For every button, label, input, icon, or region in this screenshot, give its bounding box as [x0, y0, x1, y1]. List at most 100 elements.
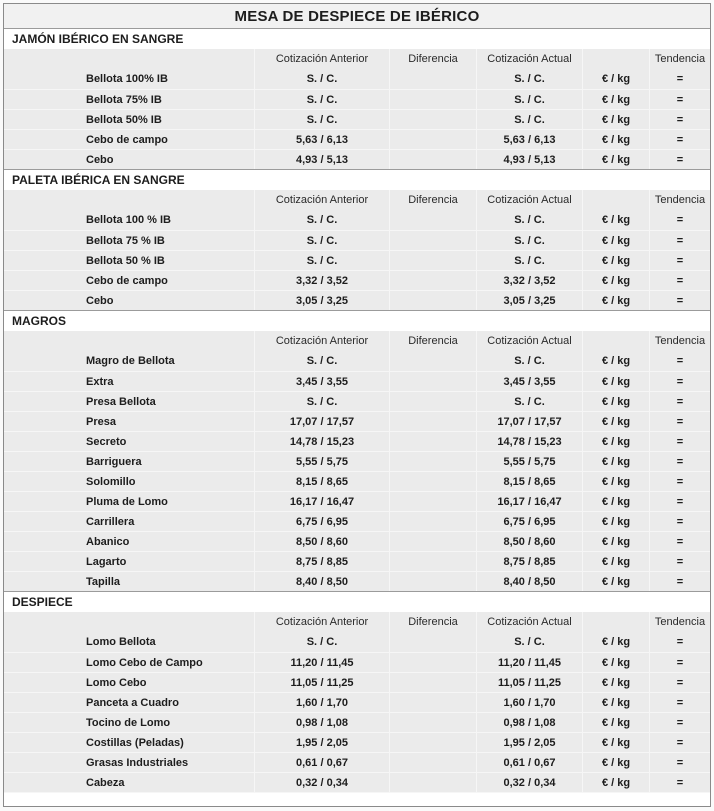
despiece-table: MESA DE DESPIECE DE IBÉRICO JAMÓN IBÉRIC…: [3, 3, 711, 807]
table-row: Tocino de Lomo 0,98 / 1,08 0,98 / 1,08 € / …: [4, 712, 710, 732]
section-header: DESPIECE: [4, 591, 710, 612]
table-row: Lomo Cebo 11,05 / 11,25 11,05 / 11,25 € / k…: [4, 672, 710, 692]
product-name: Bellota 75% IB: [86, 93, 162, 106]
cotizacion-actual-value: 6,75 / 6,95: [476, 512, 582, 531]
diferencia-value: [389, 110, 476, 129]
diferencia-value: [389, 733, 476, 752]
unit-label: € / kg: [582, 512, 649, 531]
cotizacion-anterior-value: 11,05 / 11,25: [254, 673, 389, 692]
cotizacion-actual-value: S. / C.: [476, 351, 582, 371]
cotizacion-actual-value: 4,93 / 5,13: [476, 150, 582, 169]
tendencia-value: =: [649, 713, 710, 732]
product-name: Secreto: [86, 435, 127, 448]
diferencia-value: [389, 372, 476, 391]
cotizacion-actual-value: S. / C.: [476, 90, 582, 109]
tendencia-value: =: [649, 452, 710, 471]
col-header-actual: Cotización Actual: [476, 190, 582, 210]
cotizacion-anterior-value: 0,61 / 0,67: [254, 753, 389, 772]
tendencia-value: =: [649, 110, 710, 129]
unit-label: € / kg: [582, 552, 649, 571]
tendencia-value: =: [649, 231, 710, 250]
unit-label: € / kg: [582, 733, 649, 752]
cotizacion-actual-value: 8,40 / 8,50: [476, 572, 582, 591]
unit-label: € / kg: [582, 291, 649, 310]
product-name: Abanico: [86, 535, 130, 548]
diferencia-value: [389, 452, 476, 471]
col-header-diferencia: Diferencia: [389, 49, 476, 69]
product-name: Panceta a Cuadro: [86, 696, 179, 709]
tendencia-value: =: [649, 90, 710, 109]
diferencia-value: [389, 512, 476, 531]
title-row: MESA DE DESPIECE DE IBÉRICO: [4, 4, 710, 28]
table-row: Cebo de campo 3,32 / 3,52 3,32 / 3,52 € / k…: [4, 270, 710, 290]
section-title: PALETA IBÉRICA EN SANGRE: [12, 173, 185, 187]
table-row: Presa 17,07 / 17,57 17,07 / 17,57 € / kg =: [4, 411, 710, 431]
product-name: Costillas (Peladas): [86, 736, 184, 749]
diferencia-value: [389, 130, 476, 149]
unit-label: € / kg: [582, 693, 649, 712]
table-row: Barriguera 5,55 / 5,75 5,55 / 5,75 € / kg =: [4, 451, 710, 471]
col-header-diferencia: Diferencia: [389, 612, 476, 632]
table-row: Pluma de Lomo 16,17 / 16,47 16,17 / 16,47 €…: [4, 491, 710, 511]
unit-label: € / kg: [582, 572, 649, 591]
col-header-unit: [582, 331, 649, 351]
col-header-unit: [582, 190, 649, 210]
cotizacion-anterior-value: S. / C.: [254, 90, 389, 109]
diferencia-value: [389, 251, 476, 270]
diferencia-value: [389, 271, 476, 290]
tendencia-value: =: [649, 251, 710, 270]
cotizacion-actual-value: 8,50 / 8,60: [476, 532, 582, 551]
col-header-actual: Cotización Actual: [476, 612, 582, 632]
tendencia-value: =: [649, 291, 710, 310]
diferencia-value: [389, 210, 476, 230]
unit-label: € / kg: [582, 713, 649, 732]
unit-label: € / kg: [582, 372, 649, 391]
cotizacion-anterior-value: S. / C.: [254, 210, 389, 230]
cotizacion-anterior-value: 5,55 / 5,75: [254, 452, 389, 471]
diferencia-value: [389, 552, 476, 571]
col-header-diferencia: Diferencia: [389, 190, 476, 210]
unit-label: € / kg: [582, 632, 649, 652]
unit-label: € / kg: [582, 673, 649, 692]
cotizacion-actual-value: 11,20 / 11,45: [476, 653, 582, 672]
diferencia-value: [389, 412, 476, 431]
cotizacion-actual-value: 14,78 / 15,23: [476, 432, 582, 451]
cotizacion-anterior-value: S. / C.: [254, 351, 389, 371]
section-header: PALETA IBÉRICA EN SANGRE: [4, 169, 710, 190]
table-row: Magro de Bellota S. / C. S. / C. € / kg =: [4, 351, 710, 371]
cotizacion-actual-value: 16,17 / 16,47: [476, 492, 582, 511]
diferencia-value: [389, 753, 476, 772]
product-name: Bellota 75 % IB: [86, 234, 165, 247]
diferencia-value: [389, 572, 476, 591]
cotizacion-actual-value: 0,98 / 1,08: [476, 713, 582, 732]
tendencia-value: =: [649, 351, 710, 371]
product-name: Cebo: [86, 153, 114, 166]
diferencia-value: [389, 432, 476, 451]
cotizacion-actual-value: 3,45 / 3,55: [476, 372, 582, 391]
cotizacion-actual-value: S. / C.: [476, 210, 582, 230]
cotizacion-actual-value: 0,61 / 0,67: [476, 753, 582, 772]
product-name: Bellota 50 % IB: [86, 254, 165, 267]
table-row: Lagarto 8,75 / 8,85 8,75 / 8,85 € / kg =: [4, 551, 710, 571]
unit-label: € / kg: [582, 150, 649, 169]
unit-label: € / kg: [582, 773, 649, 792]
col-header-unit: [582, 49, 649, 69]
table-row: Cabeza 0,32 / 0,34 0,32 / 0,34 € / kg =: [4, 772, 710, 792]
tendencia-value: =: [649, 69, 710, 89]
unit-label: € / kg: [582, 452, 649, 471]
table-row: Solomillo 8,15 / 8,65 8,15 / 8,65 € / kg =: [4, 471, 710, 491]
unit-label: € / kg: [582, 251, 649, 270]
diferencia-value: [389, 713, 476, 732]
unit-label: € / kg: [582, 130, 649, 149]
table-row: Lomo Bellota S. / C. S. / C. € / kg =: [4, 632, 710, 652]
cotizacion-anterior-value: 8,40 / 8,50: [254, 572, 389, 591]
col-header-tendencia: Tendencia: [649, 49, 710, 69]
cotizacion-actual-value: S. / C.: [476, 69, 582, 89]
diferencia-value: [389, 69, 476, 89]
table-row: Carrillera 6,75 / 6,95 6,75 / 6,95 € / kg =: [4, 511, 710, 531]
cotizacion-anterior-value: 11,20 / 11,45: [254, 653, 389, 672]
product-name: Tapilla: [86, 575, 121, 588]
cotizacion-anterior-value: 8,75 / 8,85: [254, 552, 389, 571]
cotizacion-actual-value: 11,05 / 11,25: [476, 673, 582, 692]
cotizacion-actual-value: 8,75 / 8,85: [476, 552, 582, 571]
